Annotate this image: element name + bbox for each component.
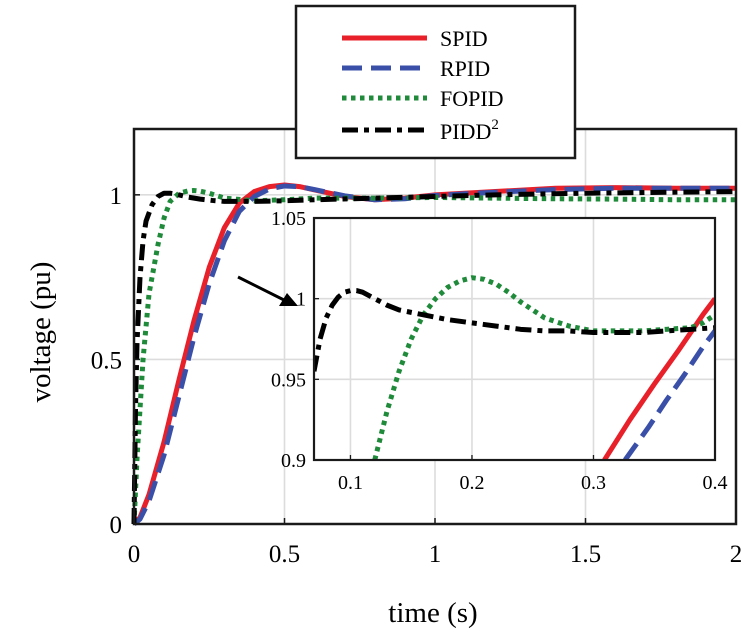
x-tick-label-4: 2	[730, 541, 743, 568]
inset-y-tick-label-2: 1	[296, 289, 306, 311]
legend-box	[294, 4, 577, 160]
series-line-rpid	[132, 183, 736, 526]
legend-label-pidd2-superscript: 2	[491, 117, 499, 133]
y-tick-label-2: 1	[110, 183, 123, 210]
x-tick-label-1: 0.5	[269, 541, 300, 568]
series-line-fopid	[131, 188, 736, 525]
legend: SPID RPID FOPID PIDD2	[294, 4, 577, 160]
inset-x-tick-label-0: 0.1	[338, 472, 363, 494]
legend-label-pidd2-base: PIDD	[440, 119, 491, 144]
inset-series-line-rpid	[623, 329, 715, 460]
inset-x-tick-label-2: 0.3	[581, 472, 606, 494]
x-tick-label-0: 0	[128, 541, 141, 568]
inset-x-tick-label-3: 0.4	[703, 472, 728, 494]
x-tick-label-3: 1.5	[570, 541, 601, 568]
x-axis-label: time (s)	[388, 597, 477, 629]
inset-series-line-pidd2	[314, 288, 715, 372]
y-tick-label-0: 0	[110, 512, 123, 539]
inset-tick-labels: 0.1 0.2 0.3 0.4 0.9 0.95 1 1.05	[271, 208, 728, 494]
inset-series	[314, 275, 715, 460]
inset-x-tick-label-1: 0.2	[459, 472, 484, 494]
x-tick-label-2: 1	[429, 541, 442, 568]
inset-plot: 0.1 0.2 0.3 0.4 0.9 0.95 1 1.05	[271, 208, 728, 494]
legend-label-pidd2: PIDD2	[440, 117, 499, 144]
inset-background	[314, 218, 715, 460]
inset-y-tick-label-0: 0.9	[281, 450, 306, 472]
series-line-pidd2	[131, 189, 737, 525]
inset-y-tick-label-3: 1.05	[271, 208, 306, 230]
inset-y-tick-label-1: 0.95	[271, 369, 306, 391]
zoom-arrow	[237, 275, 298, 306]
y-axis-label: voltage (pu)	[25, 262, 57, 403]
legend-label-rpid: RPID	[440, 56, 490, 81]
legend-entry-fopid: FOPID	[342, 86, 504, 111]
inset-series-line-spid	[602, 297, 715, 460]
main-tick-labels: 0 0.5 1 1.5 2 0 0.5 1	[91, 183, 743, 568]
inset-axes-frame	[312, 216, 717, 462]
legend-entry-spid: SPID	[342, 26, 488, 51]
y-tick-label-1: 0.5	[91, 347, 122, 374]
legend-label-fopid: FOPID	[440, 86, 504, 111]
main-series	[131, 182, 737, 526]
legend-entry-pidd2: PIDD2	[342, 117, 499, 144]
legend-entry-rpid: RPID	[342, 56, 490, 81]
legend-label-spid: SPID	[440, 26, 488, 51]
